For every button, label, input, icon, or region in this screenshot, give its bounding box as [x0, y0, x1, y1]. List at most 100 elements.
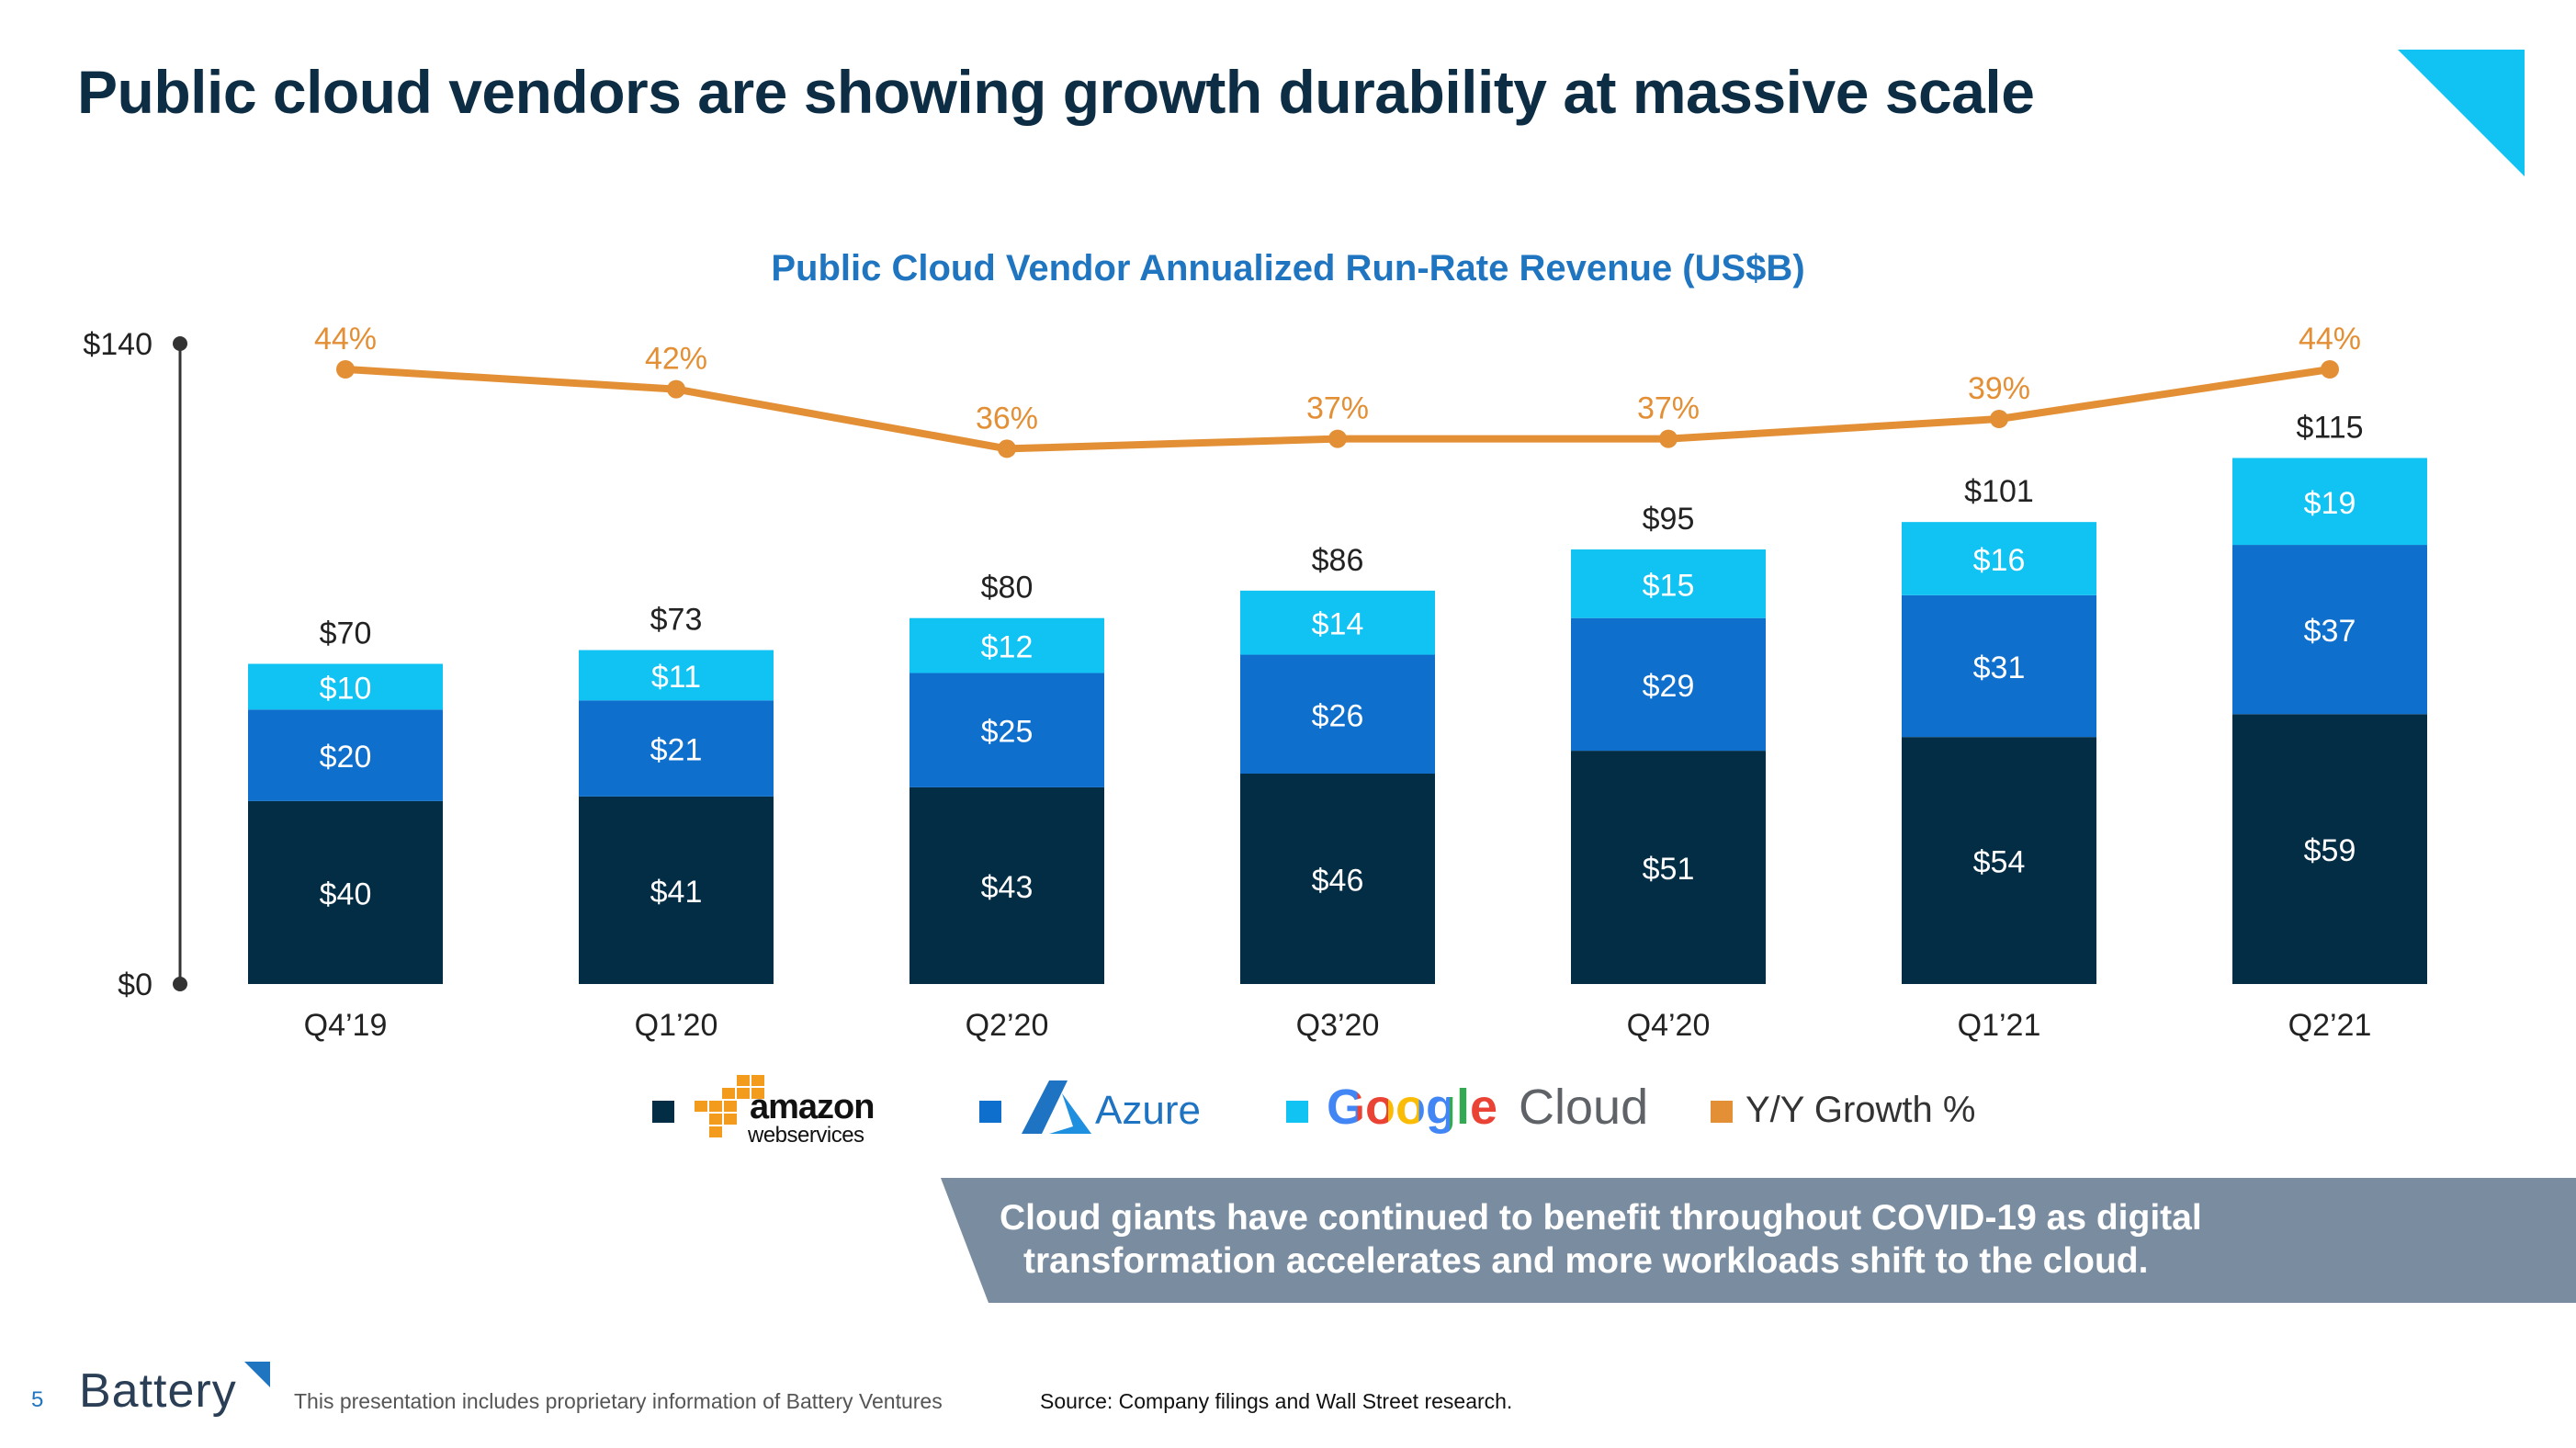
footer-disclaimer: This presentation includes proprietary i…	[294, 1389, 943, 1413]
bar-label-azure-0: $20	[320, 740, 372, 775]
legend-swatch-google	[1286, 1101, 1308, 1123]
bar-label-aws-4: $51	[1643, 852, 1695, 887]
total-label-2: $80	[981, 571, 1034, 605]
bar-aws-5	[1902, 737, 2096, 984]
bar-google-cloud-6	[2232, 458, 2427, 546]
bar-azure-4	[1571, 617, 1766, 752]
growth-point-6	[2321, 360, 2339, 379]
y-tick-label-min: $0	[118, 967, 153, 1002]
bar-google-cloud-0	[248, 663, 443, 710]
page-number: 5	[31, 1387, 44, 1412]
bar-label-aws-0: $40	[320, 877, 372, 911]
bar-label-azure-6: $37	[2304, 614, 2356, 649]
page-title: Public cloud vendors are showing growth …	[77, 58, 2035, 126]
callout-line-2: transformation accelerates and more work…	[1023, 1241, 2149, 1281]
growth-label-3: 37%	[1306, 391, 1369, 426]
callout-text: Cloud giants have continued to benefit t…	[1000, 1196, 2469, 1283]
bar-label-google-cloud-3: $14	[1312, 607, 1364, 642]
bar-label-google-cloud-1: $11	[651, 660, 701, 695]
legend-swatch-azure	[979, 1101, 1001, 1123]
bar-label-google-cloud-2: $12	[981, 630, 1034, 665]
x-tick-label-0: Q4’19	[304, 1008, 388, 1043]
bar-google-cloud-2	[910, 617, 1104, 673]
growth-label-6: 44%	[2299, 322, 2361, 356]
bar-aws-6	[2232, 714, 2427, 984]
bar-label-aws-3: $46	[1312, 863, 1364, 898]
bar-label-azure-3: $26	[1312, 698, 1364, 733]
bar-label-azure-4: $29	[1643, 669, 1695, 704]
callout-banner	[941, 1178, 2576, 1303]
growth-label-2: 36%	[976, 401, 1038, 436]
growth-label-4: 37%	[1637, 391, 1700, 426]
total-label-0: $70	[320, 617, 372, 651]
corner-triangle-shape	[2398, 50, 2525, 176]
callout-banner-shape	[941, 1178, 2576, 1303]
chart-title: Public Cloud Vendor Annualized Run-Rate …	[771, 248, 1805, 288]
growth-label-0: 44%	[314, 322, 377, 356]
bar-aws-3	[1240, 773, 1435, 984]
google-wordmark: Google	[1327, 1080, 1497, 1135]
bar-label-google-cloud-4: $15	[1643, 568, 1695, 603]
chart-legend: amazon webservices Azure Google Cloud Y/…	[0, 1075, 2576, 1148]
callout-line-1: Cloud giants have continued to benefit t…	[1000, 1198, 2202, 1238]
total-label-4: $95	[1643, 502, 1695, 537]
legend-google-logo: Google Cloud	[1327, 1079, 1648, 1136]
bar-label-google-cloud-6: $19	[2304, 486, 2356, 521]
bar-azure-5	[1902, 594, 2096, 738]
x-tick-label-1: Q1’20	[635, 1008, 718, 1043]
x-tick-label-2: Q2’20	[966, 1008, 1049, 1043]
battery-logo-text: Battery	[79, 1364, 237, 1418]
bar-label-google-cloud-5: $16	[1973, 543, 2026, 578]
bar-label-azure-5: $31	[1973, 650, 2026, 685]
corner-accent-triangle	[2398, 50, 2525, 176]
legend-swatch-aws	[652, 1101, 674, 1123]
bar-label-azure-2: $25	[981, 715, 1034, 750]
y-axis-top-dot	[173, 336, 187, 351]
x-tick-label-5: Q1’21	[1958, 1008, 2041, 1043]
bar-label-aws-5: $54	[1973, 845, 2026, 880]
total-label-6: $115	[2296, 410, 2363, 445]
bar-google-cloud-5	[1902, 522, 2096, 595]
y-tick-label-max: $140	[83, 327, 153, 362]
growth-point-3	[1328, 429, 1347, 448]
bar-azure-6	[2232, 545, 2427, 715]
bar-label-aws-1: $41	[650, 875, 703, 910]
legend-aws-subname: webservices	[748, 1123, 864, 1148]
total-label-3: $86	[1312, 543, 1364, 578]
legend-azure-label: Azure	[1095, 1088, 1201, 1133]
bar-label-aws-6: $59	[2304, 833, 2356, 868]
x-tick-label-3: Q3’20	[1296, 1008, 1380, 1043]
legend-growth-label: Y/Y Growth %	[1746, 1090, 1976, 1130]
aws-logo-icon	[695, 1075, 764, 1137]
bar-aws-0	[248, 800, 443, 984]
bar-google-cloud-3	[1240, 590, 1435, 655]
growth-point-0	[336, 360, 355, 379]
x-tick-label-6: Q2’21	[2288, 1008, 2372, 1043]
bar-label-google-cloud-0: $10	[320, 671, 372, 706]
bar-azure-2	[910, 673, 1104, 787]
bar-azure-0	[248, 709, 443, 801]
bar-aws-2	[910, 786, 1104, 984]
legend-aws-name: amazon	[750, 1088, 875, 1126]
growth-label-5: 39%	[1968, 371, 2030, 406]
revenue-chart: $140 $0 $40 $20 $10 $70 Q4’19 $41 $21 $11 $73 Q1’20…	[83, 322, 2427, 1043]
bar-google-cloud-4	[1571, 549, 1766, 618]
google-cloud-word: Cloud	[1519, 1080, 1649, 1135]
y-axis-bottom-dot	[173, 977, 187, 991]
bar-aws-4	[1571, 751, 1766, 984]
growth-label-1: 42%	[645, 342, 707, 377]
legend-swatch-growth	[1711, 1101, 1733, 1123]
growth-point-5	[1990, 410, 2008, 428]
bar-aws-1	[579, 796, 774, 984]
growth-point-2	[998, 439, 1016, 458]
bar-google-cloud-1	[579, 650, 774, 701]
bar-label-azure-1: $21	[650, 733, 703, 768]
growth-point-1	[667, 379, 685, 399]
growth-point-4	[1659, 429, 1678, 448]
total-label-5: $101	[1964, 474, 2034, 509]
x-tick-label-4: Q4’20	[1627, 1008, 1711, 1043]
bar-azure-3	[1240, 654, 1435, 774]
total-label-1: $73	[650, 603, 703, 638]
bar-label-aws-2: $43	[981, 870, 1034, 905]
